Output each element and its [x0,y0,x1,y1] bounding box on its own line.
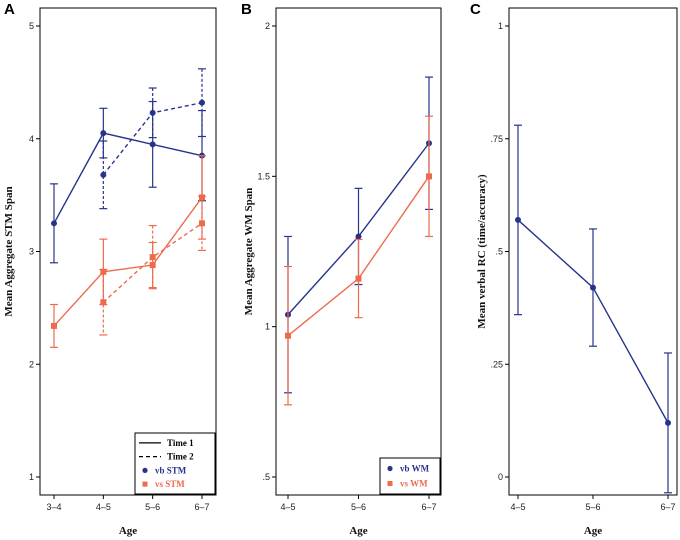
plot-frame [39,7,217,496]
y-axis-label: Mean Aggregate STM Span [3,186,15,316]
panel-letter-a: A [4,1,15,18]
data-point [590,284,596,291]
y-tick-label: 0 [498,472,503,482]
legend-label: vs STM [155,479,185,489]
panel-c: 0 .25 .5 .75 1 4–5 5–6 6–7 Age Mean verbal RC (ti… [476,7,678,537]
panel-a: 1 2 3 4 5 3–4 4–5 5–6 6–7 Age Mean Aggregate STM S… [3,7,217,537]
y-axis-label: Mean Aggregate WM Span [243,188,255,316]
legend-swatch [387,465,393,472]
legend-label: vb WM [400,464,430,474]
data-point [199,220,205,227]
y-tick-label: 5 [29,21,34,31]
data-point [51,322,57,329]
series-vs-stm-time-2 [99,195,206,336]
y-tick-label: .25 [490,359,503,369]
y-tick-label: 1 [498,21,503,31]
legend: vb WM vs WM [379,457,441,495]
data-point [149,141,156,148]
legend-label: Time 2 [167,452,194,462]
data-point [51,220,57,227]
data-point [100,130,107,137]
x-tick-label: 3–4 [46,502,61,512]
x-tick-label: 6–7 [194,502,209,512]
data-point [515,216,521,223]
panel-b: .5 1 1.5 2 4–5 5–6 6–7 Age Mean Aggregate WM Spa… [243,7,442,537]
y-tick-label: 4 [29,134,34,144]
x-tick-label: 4–5 [280,502,295,512]
series-vb-wm [284,76,433,394]
data-point [355,233,362,240]
data-point [149,262,156,269]
data-point [149,109,156,116]
y-tick-label: 1 [29,472,34,482]
x-tick-label: 6–7 [421,502,436,512]
y-tick-label: 3 [29,247,34,257]
legend-label: vs WM [400,479,428,489]
legend-swatch [142,467,148,473]
x-tick-label: 4–5 [510,502,525,512]
x-tick-label: 6–7 [660,502,675,512]
y-tick-label: .5 [495,247,503,257]
data-point [355,275,362,282]
y-tick-label: 1.5 [257,171,270,181]
series-vb-stm-time-2 [99,68,206,210]
y-tick-label: 2 [265,21,270,31]
panel-letter-b: B [241,1,252,18]
legend: Time 1 Time 2 vb STM vs STM [134,432,216,495]
data-point [426,173,432,180]
legend-box [379,457,441,495]
y-tick-label: 1 [265,322,270,332]
series-vb-stm-time-1 [50,100,206,264]
data-point [199,99,205,106]
data-point [665,419,671,426]
x-tick-label: 5–6 [145,502,160,512]
x-tick-label: 5–6 [351,502,366,512]
x-axis-label: Age [349,525,367,537]
y-tick-label: 2 [29,359,34,369]
legend-label: Time 1 [167,438,194,448]
series-line [53,132,203,224]
series-vs-stm-time-1 [50,155,206,348]
panel-letter-c: C [470,1,481,18]
y-axis-label: Mean verbal RC (time/accuracy) [476,174,488,329]
data-point [100,171,107,178]
x-axis-label: Age [119,525,137,537]
y-tick-label: .5 [262,472,270,482]
legend-label: vb STM [155,465,187,475]
x-tick-label: 5–6 [585,502,600,512]
series-line [53,196,203,327]
x-tick-label: 4–5 [96,502,111,512]
x-axis-label: Age [584,525,602,537]
y-tick-label: .75 [490,134,503,144]
series-vs-wm [284,115,433,406]
legend-swatch [142,481,148,487]
data-point [285,332,291,339]
legend-swatch [387,481,393,486]
data-point [100,299,107,306]
series-verbal-rc [514,124,672,494]
data-point [149,254,156,261]
